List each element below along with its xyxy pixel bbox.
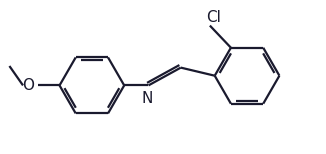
Text: Cl: Cl	[206, 10, 221, 25]
Text: N: N	[141, 91, 153, 106]
Text: O: O	[22, 78, 34, 93]
